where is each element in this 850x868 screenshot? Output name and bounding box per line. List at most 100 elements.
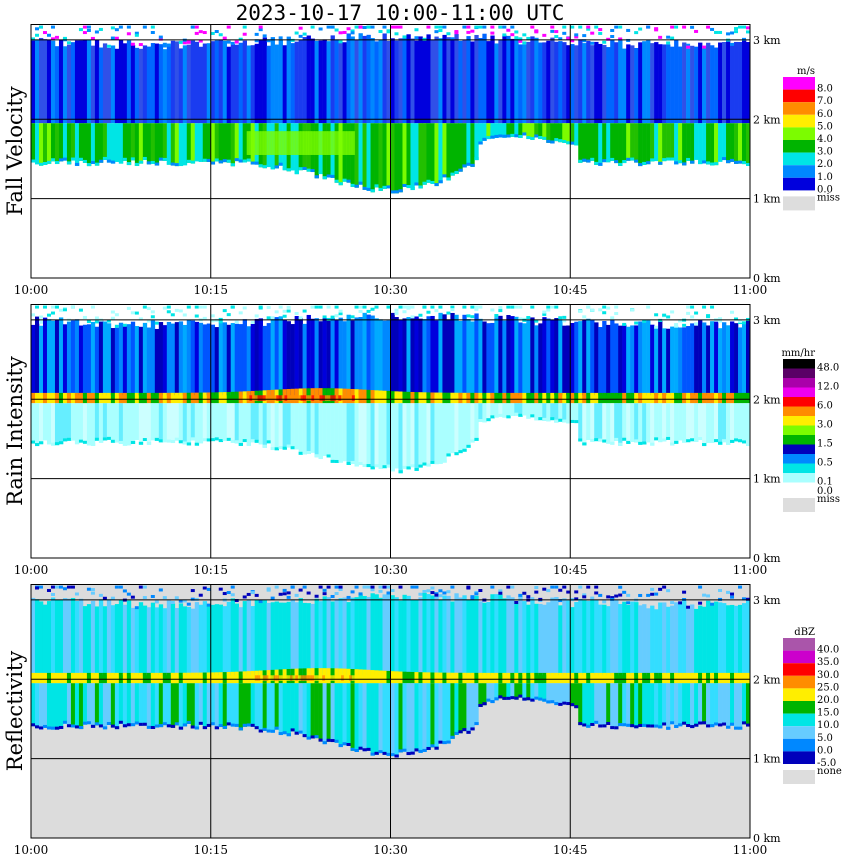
echo-cell [282,683,287,735]
echo-speck [250,320,255,324]
echo-cell [42,39,48,124]
echo-cell [162,123,168,161]
echo-cell [422,40,427,124]
echo-speck [646,593,651,597]
echo-cell [618,604,623,676]
echo-cell [82,123,88,163]
echo-cell [202,43,208,124]
echo-cell [222,392,228,404]
echo-cell [274,601,279,676]
height-tick-label: 0 km [753,272,781,285]
echo-cell [306,131,310,155]
echo-speck [562,315,567,319]
echo-cell [422,123,427,185]
echo-cell [522,392,527,404]
echo-cell [438,123,443,184]
echo-cell [474,437,479,441]
echo-cell [342,597,347,676]
echo-speck [450,585,455,589]
echo-speck [210,314,215,318]
echo-cell [610,600,615,676]
echo-cell [162,157,168,161]
echo-speck [78,28,83,32]
echo-cell [702,683,707,725]
echo-cell [258,683,263,733]
echo-cell [398,403,403,474]
echo-cell [694,672,699,684]
echo-speck [174,596,179,600]
echo-cell [354,403,359,467]
echo-speck [490,585,495,589]
echo-cell [614,42,619,124]
echo-cell [494,392,499,404]
echo-cell [146,46,152,124]
echo-cell [454,314,459,396]
echo-cell [662,602,667,676]
echo-cell [662,672,667,684]
echo-cell [554,138,559,142]
echo-cell [618,123,623,166]
echo-cell [742,161,747,165]
echo-speck [678,601,683,605]
echo-cell [338,598,343,676]
echo-speck [606,306,611,310]
echo-cell [678,160,683,164]
echo-cell [268,395,272,401]
legend-swatch [783,127,815,140]
echo-cell [170,403,176,444]
echo-cell [562,683,567,705]
echo-cell [498,413,503,417]
echo-cell [230,403,236,443]
echo-cell [398,671,403,684]
echo-cell [394,317,399,396]
echo-cell [410,403,415,468]
echo-cell [586,724,591,728]
echo-cell [526,392,531,404]
echo-cell [86,403,92,446]
echo-cell [622,324,627,396]
legend-unit: m/s [797,66,815,77]
echo-cell [482,137,487,141]
echo-cell [31,723,36,727]
legend-swatch [783,416,815,426]
echo-speck [202,31,207,35]
echo-speck [254,593,259,597]
echo-cell [606,440,611,444]
echo-cell [482,392,487,404]
echo-cell [106,159,112,163]
echo-cell [662,158,667,162]
echo-speck [438,305,443,309]
echo-speck [206,603,211,607]
echo-cell [38,601,44,676]
echo-cell [586,600,591,676]
echo-cell [666,44,671,124]
echo-cell [538,697,543,701]
echo-cell [62,438,68,442]
echo-cell [578,39,583,124]
echo-cell [90,123,96,164]
echo-cell [738,327,743,396]
echo-cell [270,318,275,396]
echo-cell [526,403,531,419]
echo-cell [134,47,140,124]
echo-cell [670,672,675,684]
echo-cell [650,43,655,124]
echo-cell [558,403,563,422]
echo-cell [78,392,84,404]
echo-cell [378,390,383,404]
echo-cell [446,177,451,181]
echo-cell [414,40,419,124]
echo-cell [114,672,120,684]
echo-cell [558,123,563,143]
echo-cell [430,123,435,184]
echo-cell [426,403,431,467]
echo-cell [66,44,72,124]
echo-cell [42,123,48,165]
legend-label: 4.0 [817,134,833,145]
echo-cell [682,439,687,443]
echo-speck [674,323,679,327]
echo-cell [366,314,371,396]
echo-cell [298,318,303,396]
echo-cell [138,392,144,404]
